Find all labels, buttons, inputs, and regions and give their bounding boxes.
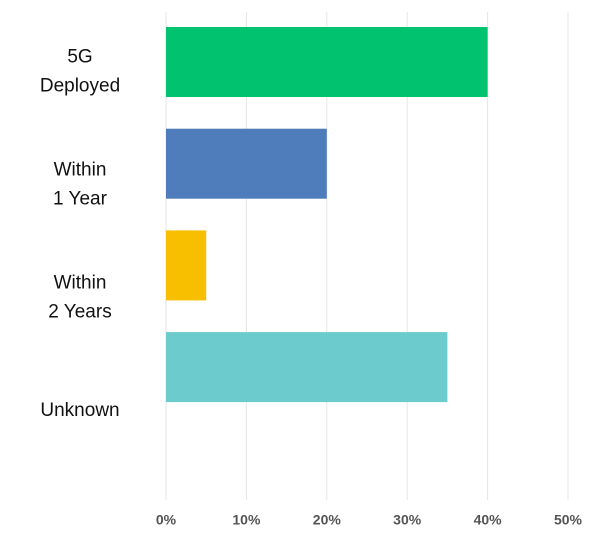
bar xyxy=(166,128,327,199)
bar xyxy=(166,27,488,97)
bar xyxy=(166,230,207,301)
category-label: 1 Year xyxy=(53,189,108,210)
x-tick-label: 50% xyxy=(554,512,583,528)
category-label: Unknown xyxy=(40,400,119,421)
x-tick-label: 20% xyxy=(313,512,342,528)
category-label: 5G xyxy=(67,47,92,68)
bar xyxy=(166,332,448,403)
category-label: Within xyxy=(54,160,107,181)
x-tick-label: 30% xyxy=(393,512,422,528)
x-tick-label: 40% xyxy=(474,512,503,528)
x-tick-label: 0% xyxy=(156,512,177,528)
category-label: Within xyxy=(54,273,107,294)
category-label: 2 Years xyxy=(48,302,111,323)
category-label: Deployed xyxy=(40,76,120,97)
x-tick-label: 10% xyxy=(232,512,261,528)
